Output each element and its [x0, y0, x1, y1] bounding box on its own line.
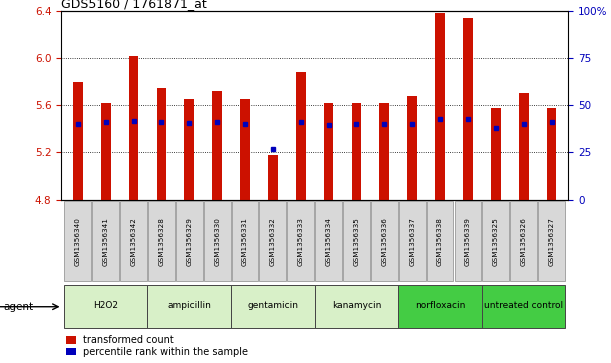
Text: GSM1356338: GSM1356338: [437, 217, 443, 266]
Text: agent: agent: [3, 302, 33, 312]
FancyBboxPatch shape: [231, 285, 315, 328]
Bar: [491, 107, 500, 200]
Text: GSM1356328: GSM1356328: [158, 217, 164, 266]
Text: norfloxacin: norfloxacin: [415, 301, 465, 310]
Bar: [547, 107, 557, 200]
Text: GSM1356342: GSM1356342: [131, 217, 136, 266]
FancyBboxPatch shape: [203, 201, 230, 281]
Bar: [463, 18, 473, 200]
Bar: [268, 155, 278, 200]
Bar: [156, 87, 166, 200]
Text: untreated control: untreated control: [484, 301, 563, 310]
FancyBboxPatch shape: [147, 285, 231, 328]
Text: GSM1356341: GSM1356341: [103, 217, 109, 266]
Text: GSM1356337: GSM1356337: [409, 217, 415, 266]
Bar: [101, 103, 111, 200]
Text: GSM1356334: GSM1356334: [326, 217, 332, 266]
Text: gentamicin: gentamicin: [247, 301, 298, 310]
Bar: [73, 82, 82, 200]
FancyBboxPatch shape: [371, 201, 398, 281]
FancyBboxPatch shape: [176, 201, 203, 281]
Bar: [379, 103, 389, 200]
Bar: [519, 93, 529, 200]
Bar: [408, 96, 417, 200]
Text: GSM1356340: GSM1356340: [75, 217, 81, 266]
Text: GSM1356332: GSM1356332: [270, 217, 276, 266]
Text: GSM1356336: GSM1356336: [381, 217, 387, 266]
Text: GSM1356335: GSM1356335: [353, 217, 359, 266]
FancyBboxPatch shape: [482, 285, 565, 328]
FancyBboxPatch shape: [483, 201, 509, 281]
FancyBboxPatch shape: [315, 285, 398, 328]
Text: kanamycin: kanamycin: [332, 301, 381, 310]
Bar: [296, 72, 306, 200]
FancyBboxPatch shape: [120, 201, 147, 281]
Text: H2O2: H2O2: [93, 301, 118, 310]
FancyBboxPatch shape: [260, 201, 286, 281]
FancyBboxPatch shape: [510, 201, 537, 281]
Bar: [212, 91, 222, 200]
FancyBboxPatch shape: [232, 201, 258, 281]
FancyBboxPatch shape: [64, 201, 91, 281]
Text: GSM1356331: GSM1356331: [242, 217, 248, 266]
Bar: [129, 56, 139, 200]
FancyBboxPatch shape: [426, 201, 453, 281]
FancyBboxPatch shape: [398, 285, 482, 328]
FancyBboxPatch shape: [455, 201, 481, 281]
Bar: [240, 99, 250, 200]
Bar: [351, 103, 361, 200]
Text: GSM1356325: GSM1356325: [493, 217, 499, 266]
Text: GSM1356329: GSM1356329: [186, 217, 192, 266]
FancyBboxPatch shape: [92, 201, 119, 281]
FancyBboxPatch shape: [315, 201, 342, 281]
Bar: [185, 99, 194, 200]
Legend: transformed count, percentile rank within the sample: transformed count, percentile rank withi…: [66, 335, 249, 357]
Text: GSM1356330: GSM1356330: [214, 217, 220, 266]
FancyBboxPatch shape: [287, 201, 314, 281]
Bar: [324, 103, 334, 200]
Text: GSM1356326: GSM1356326: [521, 217, 527, 266]
Text: GDS5160 / 1761871_at: GDS5160 / 1761871_at: [61, 0, 207, 10]
Text: GSM1356327: GSM1356327: [549, 217, 555, 266]
Text: GSM1356333: GSM1356333: [298, 217, 304, 266]
FancyBboxPatch shape: [64, 285, 147, 328]
FancyBboxPatch shape: [148, 201, 175, 281]
Text: GSM1356339: GSM1356339: [465, 217, 471, 266]
FancyBboxPatch shape: [538, 201, 565, 281]
Bar: [435, 13, 445, 200]
FancyBboxPatch shape: [399, 201, 426, 281]
FancyBboxPatch shape: [343, 201, 370, 281]
Text: ampicillin: ampicillin: [167, 301, 211, 310]
